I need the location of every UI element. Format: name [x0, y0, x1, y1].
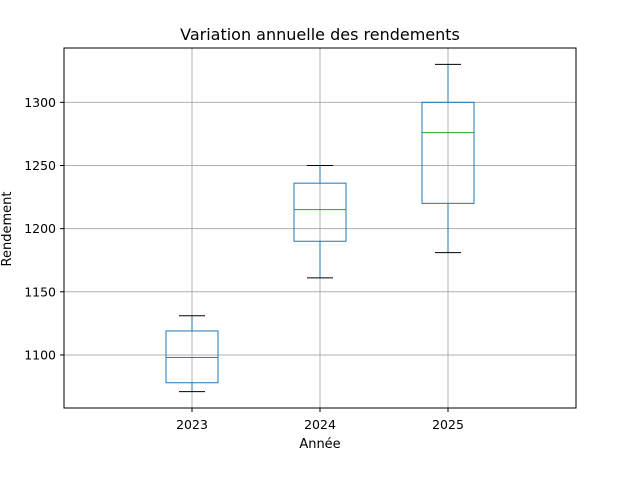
- x-tick-label: 2023: [176, 417, 208, 432]
- y-tick-label: 1300: [24, 95, 56, 110]
- x-tick-label: 2024: [304, 417, 336, 432]
- chart-title: Variation annuelle des rendements: [180, 25, 460, 44]
- y-tick-label: 1250: [24, 158, 56, 173]
- grid-layer: [64, 48, 576, 408]
- box-layer: [165, 63, 475, 393]
- tick-layer: 1100 1150 1200 1250 1300 2023 2024 2025: [24, 95, 464, 432]
- iqr-box: [293, 182, 347, 242]
- box-2023: [165, 315, 219, 393]
- y-tick-label: 1100: [24, 347, 56, 362]
- iqr-box: [165, 330, 219, 384]
- y-axis-label: Rendement: [0, 192, 15, 267]
- iqr-box: [421, 101, 475, 204]
- y-tick-label: 1200: [24, 221, 56, 236]
- x-tick-label: 2025: [432, 417, 464, 432]
- box-2025: [421, 63, 475, 254]
- x-axis-label: Année: [299, 437, 340, 452]
- y-tick-label: 1150: [24, 284, 56, 299]
- box-2024: [293, 164, 347, 279]
